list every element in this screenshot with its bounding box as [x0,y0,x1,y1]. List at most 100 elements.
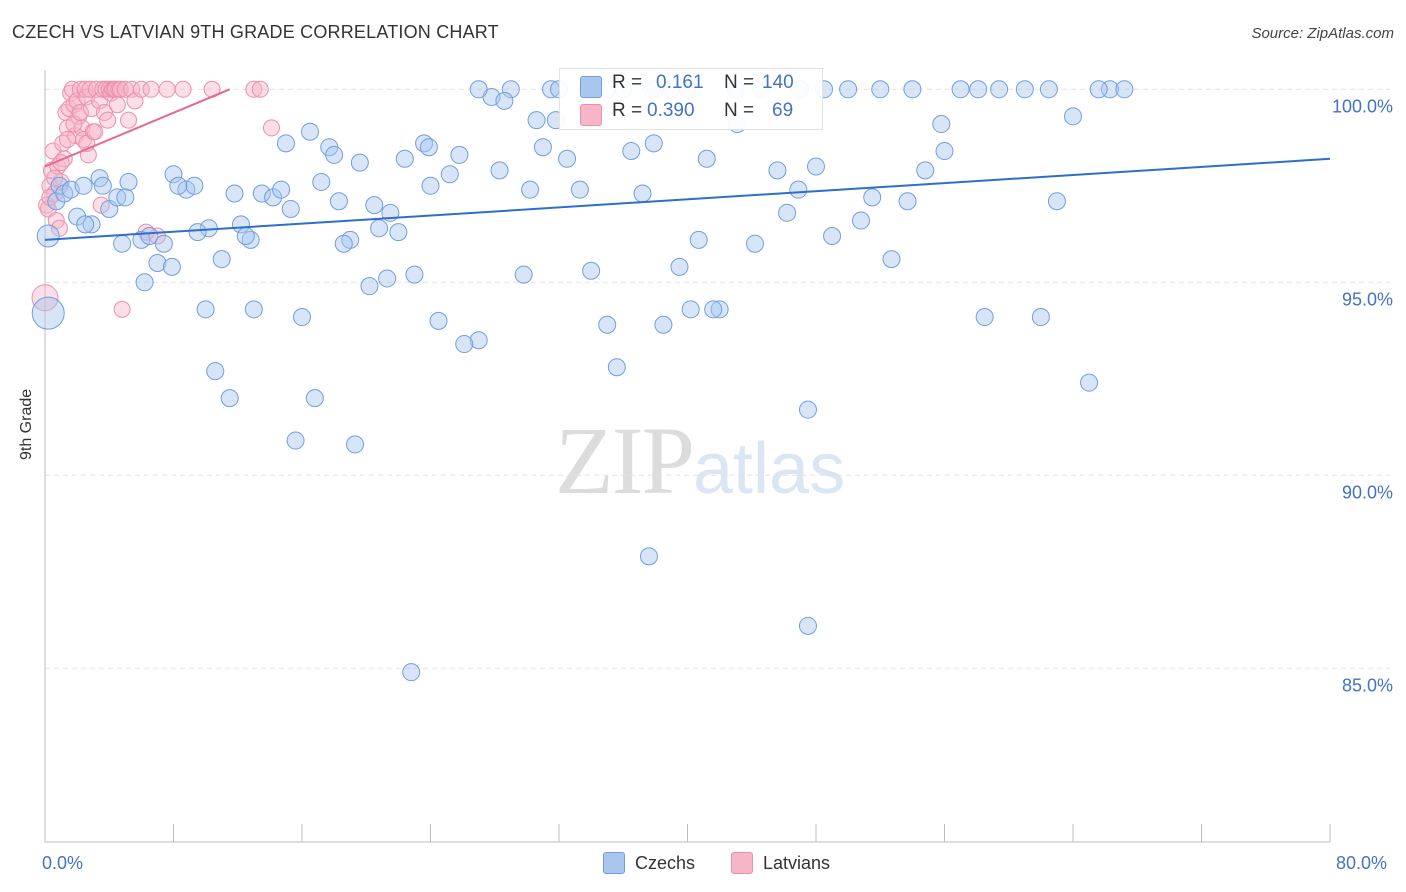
czechs-point [1031,308,1050,327]
czechs-point [768,161,787,180]
czechs-point [429,311,448,330]
czechs-point [633,184,652,203]
czechs-point [82,215,101,234]
latvians-points [31,80,280,318]
latvians-point [174,80,192,98]
czechs-point [935,142,954,161]
czechs-n-label: N = [724,72,755,93]
legend: Czechs Latvians [0,852,1406,878]
czechs-point [346,435,365,454]
czechs-point [225,184,244,203]
czechs-point [932,115,951,134]
czechs-point [607,358,626,377]
watermark-atlas: atlas [693,429,846,509]
czechs-point [301,122,320,141]
czechs-r-value: 0.161 [656,72,704,93]
czechs-point [252,184,271,203]
latvians-point [158,80,176,98]
y-tick-labels: 100.0% 95.0% 90.0% 85.0% [1332,96,1393,695]
y-tick-label: 95.0% [1342,289,1393,309]
czechs-point [419,138,438,157]
czechs-point [670,257,689,276]
czechs-point [281,199,300,218]
czechs-point [36,224,60,248]
czechs-point [116,188,135,207]
czechs-point [622,142,641,161]
czechs-point [402,663,421,682]
czechs-point [582,261,601,280]
legend-swatch-czechs [603,852,625,874]
czechs-point [1047,192,1066,211]
czechs-point [903,80,922,99]
latvians-point [245,80,263,98]
czechs-point [916,161,935,180]
stats-box: R = 0.161 N = 140 R = 0.390 N = 69 [559,68,823,130]
czechs-point [863,188,882,207]
czechs-point [778,203,797,222]
latvians-point [108,96,126,114]
czechs-point [681,300,700,319]
czechs-point [710,300,729,319]
czechs-point [951,80,970,99]
czechs-n-value: 140 [762,72,794,93]
legend-item-latvians[interactable]: Latvians [731,852,830,874]
czechs-point [644,134,663,153]
latvians-n-value: 69 [772,100,794,121]
czechs-point [93,176,112,195]
czechs-point [798,616,817,635]
x-tick-label-min: 0.0% [42,853,84,873]
czechs-point [533,138,552,157]
czechs-point [395,149,414,168]
czechs-point [405,265,424,284]
latvians-point [58,130,76,148]
czechs-point [169,176,188,195]
czechs-point [501,80,520,99]
czechs-point [334,234,353,253]
czechs-trend-line [44,157,1331,241]
czechs-point [212,250,231,269]
latvians-point [262,119,280,137]
czechs-point [558,149,577,168]
czechs-point [527,111,546,130]
latvians-n-label: N = [724,100,755,121]
czechs-point [495,91,514,110]
czechs-point [1080,373,1099,392]
czechs-point [389,223,408,242]
czechs-point [31,296,65,330]
latvians-r-label: R = [612,100,643,121]
latvians-swatch [580,104,602,126]
czechs-point [839,80,858,99]
czechs-point [851,211,870,230]
czechs-point [1089,80,1108,99]
czechs-point [570,180,589,199]
czechs-point [206,362,225,381]
czechs-point [689,230,708,249]
czechs-point [312,172,331,191]
y-tick-label: 85.0% [1342,675,1393,695]
czechs-point [871,80,890,99]
czechs-point [140,226,159,245]
watermark-zip: ZIP [555,407,695,514]
stats-row-latvians: R = 0.390 N = 69 [560,100,822,128]
czechs-point [325,145,344,164]
czechs-point [188,223,207,242]
czechs-point [370,219,389,238]
latvians-point [142,80,160,98]
czechs-point [469,80,488,99]
grid-lines [45,88,1390,669]
czechs-point [305,389,324,408]
czechs-point [745,234,764,253]
czechs-point [293,308,311,327]
legend-swatch-latvians [731,852,753,874]
legend-item-czechs[interactable]: Czechs [603,852,695,874]
latvians-point [113,300,131,318]
latvians-point [99,111,117,129]
czechs-point [598,315,617,334]
czechs-point [823,226,842,245]
source-note: Source: ZipAtlas.com [1251,25,1394,42]
czechs-point [654,315,673,334]
czechs-point [74,176,93,195]
trend-lines [44,88,1331,241]
latvians-point [86,123,104,141]
czechs-point [1039,80,1058,99]
